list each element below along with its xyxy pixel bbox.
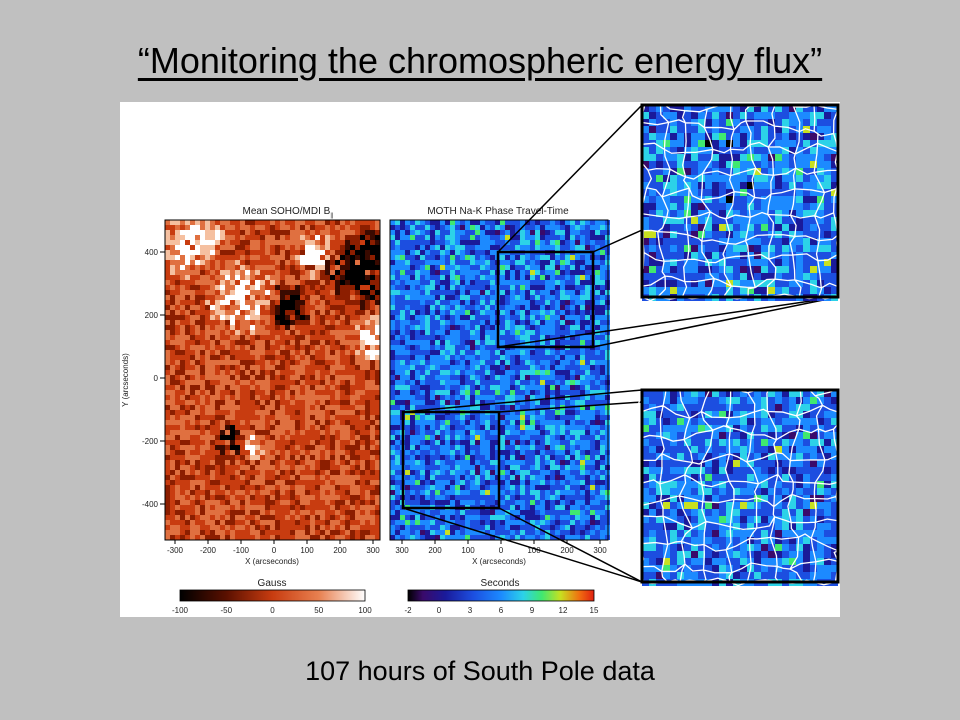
right-panel-title: MOTH Na-K Phase Travel-Time <box>427 206 569 217</box>
seconds-tick-label: 0 <box>437 606 442 615</box>
travel-time-frame <box>389 219 609 541</box>
y-tick-label: -400 <box>142 500 159 509</box>
y-tick-label: 0 <box>154 374 159 383</box>
zoom-connectors <box>402 104 839 583</box>
x-tick-label: 300 <box>366 546 380 555</box>
left-panel-title: Mean SOHO/MDI B|| <box>243 206 334 219</box>
gauss-tick-label: 0 <box>270 606 275 615</box>
slide-title: “Monitoring the chromospheric energy flu… <box>137 40 823 81</box>
x-tick-label: 300 <box>395 546 409 555</box>
seconds-tick-label: -2 <box>404 606 412 615</box>
left-x-axis-label: X (arcseconds) <box>245 557 299 566</box>
network-lines <box>634 99 843 302</box>
upper-inset-frame <box>640 103 840 299</box>
y-axis-label: Y (arcseconds) <box>121 353 130 407</box>
x-tick-label: 0 <box>272 546 277 555</box>
seconds-colorbar <box>407 589 595 602</box>
network-lines <box>635 380 842 587</box>
figure-svg: Mean SOHO/MDI B|| MOTH Na-K Phase Travel… <box>121 99 843 615</box>
x-tick-label: 200 <box>560 546 574 555</box>
x-tick-label: 300 <box>593 546 607 555</box>
slide-caption: 107 hours of South Pole data <box>305 656 655 686</box>
seconds-colorbar-ticks: -2 0 3 6 9 12 15 <box>404 606 599 615</box>
gauss-colorbar <box>179 589 366 602</box>
seconds-tick-label: 12 <box>559 606 568 615</box>
seconds-tick-label: 3 <box>468 606 473 615</box>
x-tick-label: 200 <box>428 546 442 555</box>
x-tick-label: 100 <box>300 546 314 555</box>
magnetogram-map <box>165 220 380 540</box>
gauss-colorbar-title: Gauss <box>258 578 287 589</box>
gauss-tick-label: 50 <box>314 606 323 615</box>
x-tick-label: -100 <box>233 546 250 555</box>
right-x-axis-label: X (arcseconds) <box>472 557 526 566</box>
magnetogram-frame <box>164 219 381 541</box>
x-tick-label: -300 <box>167 546 184 555</box>
lower-zoom-inset <box>635 380 842 587</box>
upper-zoom-inset <box>634 99 843 302</box>
gauss-tick-label: -100 <box>172 606 189 615</box>
x-tick-label: -200 <box>200 546 217 555</box>
gauss-tick-label: -50 <box>220 606 232 615</box>
seconds-tick-label: 9 <box>530 606 535 615</box>
seconds-colorbar-title: Seconds <box>481 578 520 589</box>
right-x-axis: 300 200 100 0 100 200 300 <box>395 540 607 555</box>
x-tick-label: 0 <box>499 546 504 555</box>
left-x-axis: -300 -200 -100 0 100 200 300 <box>167 540 380 555</box>
x-tick-label: 200 <box>333 546 347 555</box>
y-tick-label: -200 <box>142 437 159 446</box>
y-tick-label: 200 <box>145 311 159 320</box>
upper-selection-box <box>496 250 595 349</box>
y-tick-label: 400 <box>145 248 159 257</box>
y-axis: 400 200 0 -200 -400 <box>142 248 165 509</box>
seconds-tick-label: 15 <box>590 606 599 615</box>
lower-selection-box <box>401 410 501 510</box>
gauss-tick-label: 100 <box>358 606 372 615</box>
x-tick-label: 100 <box>461 546 475 555</box>
lower-inset-frame <box>640 388 840 584</box>
x-tick-label: 100 <box>527 546 541 555</box>
seconds-tick-label: 6 <box>499 606 504 615</box>
solar-figure: Mean SOHO/MDI B|| MOTH Na-K Phase Travel… <box>120 99 843 617</box>
gauss-colorbar-ticks: -100 -50 0 50 100 <box>172 606 372 615</box>
